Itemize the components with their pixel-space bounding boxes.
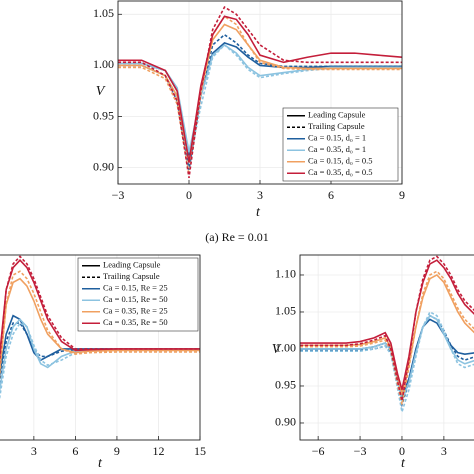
series-line [118, 23, 402, 163]
y-tick-label: 0.90 [275, 415, 296, 429]
panel: −3 0 3 6 9 0.90 0.95 1.00 1.05 t V (a) Re = 0.01 Lea… [93, 0, 405, 244]
series-line [300, 310, 474, 413]
y-tick-label: 1.05 [93, 6, 114, 20]
x-tick-label: 15 [194, 444, 206, 458]
series-line [118, 43, 402, 153]
x-axis-label: t [98, 456, 103, 471]
legend-label: Trailing Capsule [103, 271, 160, 281]
series-line [118, 15, 402, 163]
y-tick-label: 1.00 [275, 341, 296, 355]
legend-label: Ca = 0.15, d₀ = 1 [308, 133, 366, 143]
y-tick-label: 1.00 [93, 57, 114, 71]
x-axis-label: t [401, 456, 406, 471]
series-group [118, 6, 402, 178]
series-line [300, 270, 474, 405]
x-tick-label: −6 [312, 444, 325, 458]
series-line [118, 15, 402, 175]
series-line [0, 277, 200, 375]
legend-box [282, 107, 399, 182]
x-tick-label: 6 [328, 188, 334, 202]
x-tick-label: 12 [152, 444, 164, 458]
x-tick-label: −3 [112, 188, 125, 202]
legend-label: Ca = 0.35, d₀ = 0.5 [308, 167, 373, 177]
x-tick-label: 6 [72, 444, 78, 458]
series-line [300, 259, 474, 390]
y-tick-label: 0.95 [93, 108, 114, 122]
panel: −6 −3 0 3 0.90 0.95 1.00 1.05 1.10 t V [272, 254, 474, 471]
y-tick-label: 0.90 [93, 159, 114, 173]
y-tick-label: 1.05 [275, 304, 296, 318]
legend-label: Ca = 0.35, Re = 25 [103, 306, 168, 316]
legend-box [77, 257, 199, 332]
legend-label: Ca = 0.15, Re = 50 [103, 294, 168, 304]
x-tick-label: 3 [31, 444, 37, 458]
legend-label: Ca = 0.15, d₀ = 0.5 [308, 156, 373, 166]
series-line [0, 322, 200, 401]
series-line [0, 255, 200, 366]
series-line [0, 270, 200, 381]
x-tick-label: 0 [399, 444, 405, 458]
x-tick-label: 3 [257, 188, 263, 202]
legend-label: Ca = 0.35, d₀ = 1 [308, 144, 366, 154]
series-line [118, 6, 402, 178]
x-axis-label: t [256, 205, 261, 220]
legend-label: Leading Capsule [103, 260, 161, 270]
axes-box [0, 254, 201, 441]
legend-label: Leading Capsule [308, 110, 366, 120]
x-tick-label: −3 [354, 444, 367, 458]
series-group [300, 255, 474, 413]
x-tick-label: 9 [399, 188, 405, 202]
caption: (a) Re = 0.01 [205, 230, 268, 244]
axes-box [299, 254, 474, 441]
y-axis-label: V [96, 84, 106, 99]
axes-box [117, 0, 403, 185]
y-axis-label: V [272, 342, 282, 357]
series-line [300, 255, 474, 401]
legend-label: Ca = 0.35, Re = 50 [103, 317, 168, 327]
x-tick-label: 3 [441, 444, 447, 458]
series-group [0, 255, 200, 401]
legend-label: Trailing Capsule [308, 121, 365, 131]
x-tick-label: 9 [114, 444, 120, 458]
y-tick-label: 1.10 [275, 267, 296, 281]
y-tick-label: 0.95 [275, 378, 296, 392]
x-tick-label: 0 [186, 188, 192, 202]
legend-label: Ca = 0.15, Re = 25 [103, 283, 168, 293]
